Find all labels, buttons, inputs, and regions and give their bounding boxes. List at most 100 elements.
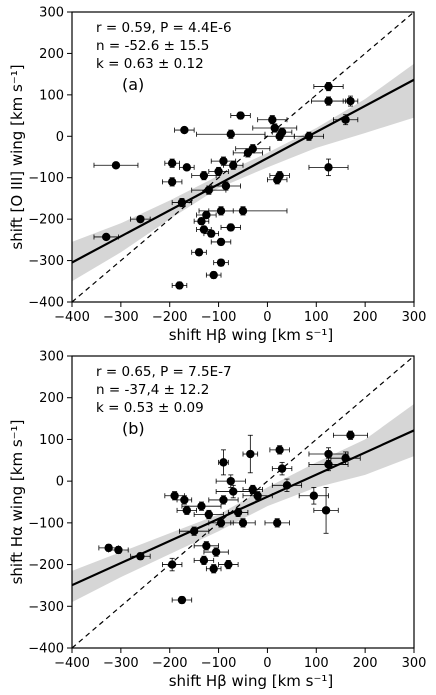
x-tick-label: 300 (402, 656, 427, 671)
x-tick-label: 300 (402, 310, 427, 325)
x-tick-label: −400 (54, 656, 90, 671)
x-tick-label: 100 (304, 656, 329, 671)
stats-annotation: n = -52.6 ± 15.5 (96, 38, 209, 54)
x-axis-label: shift Hβ wing [km s⁻¹] (169, 326, 334, 344)
y-axis-label: shift [O III] wing [km s⁻¹] (8, 64, 26, 249)
y-tick-label: 200 (39, 391, 64, 406)
data-point (167, 177, 177, 187)
y-tick-label: 200 (39, 47, 64, 62)
confidence-band (72, 403, 414, 603)
data-point (207, 229, 216, 238)
data-point (180, 125, 189, 135)
data-point (324, 449, 333, 459)
data-point (324, 460, 333, 469)
data-point (268, 115, 277, 124)
data-point (219, 156, 228, 166)
data-point (277, 464, 287, 473)
data-point (219, 495, 228, 505)
regression-line (72, 429, 414, 587)
data-point (197, 217, 206, 226)
x-tick-label: −200 (152, 310, 188, 325)
data-point (177, 198, 187, 207)
data-point (202, 210, 211, 220)
data-point (282, 481, 292, 490)
data-point (197, 501, 206, 511)
identity-line (72, 12, 414, 302)
data-point (102, 232, 111, 242)
data-point (246, 449, 255, 459)
data-point (136, 552, 145, 561)
stats-annotation: k = 0.63 ± 0.12 (96, 56, 204, 72)
axes-frame (71, 355, 415, 649)
data-point (167, 159, 177, 168)
data-point (199, 225, 209, 234)
y-tick-label: 0 (56, 130, 64, 145)
y-tick-label: −400 (28, 642, 64, 657)
y-tick-label: −300 (28, 254, 64, 269)
data-point (194, 248, 204, 257)
y-tick-label: 0 (56, 475, 64, 490)
y-tick-label: −300 (28, 600, 64, 615)
data-point (346, 431, 355, 440)
data-point (226, 130, 235, 139)
data-point (170, 491, 179, 500)
y-tick-label: −400 (28, 296, 64, 311)
data-point (248, 144, 257, 153)
data-point (204, 510, 213, 519)
data-point (226, 476, 235, 486)
data-point (177, 595, 187, 605)
x-tick-label: −300 (103, 310, 139, 325)
data-point (111, 161, 121, 170)
x-tick-label: 200 (353, 310, 378, 325)
data-point (309, 491, 319, 500)
data-point (214, 167, 223, 176)
data-point (189, 527, 199, 536)
x-tick-label: 100 (304, 310, 329, 325)
regression-line (72, 78, 414, 264)
plot-area (72, 12, 414, 302)
data-point (136, 214, 145, 224)
panel-a: −400 −300 −200 −100 0 100 200 300 −400 −300 −200 −1… (8, 6, 426, 345)
data-point (233, 508, 243, 517)
data-point (275, 171, 284, 180)
axes-frame (71, 11, 415, 303)
stats-annotation: r = 0.59, P = 4.4E-6 (96, 20, 232, 36)
data-point (216, 518, 226, 528)
data-point (216, 237, 226, 247)
data-point (211, 547, 221, 557)
data-point (238, 206, 248, 216)
y-tick-label: 100 (39, 433, 64, 448)
data-point (199, 556, 209, 565)
x-tick-label: 200 (353, 656, 378, 671)
x-tick-label: −100 (201, 656, 237, 671)
stats-annotation: k = 0.53 ± 0.09 (96, 400, 204, 416)
y-tick-label: −200 (28, 213, 64, 228)
data-point (182, 163, 192, 172)
y-axis-label: shift Hα wing [km s⁻¹] (8, 420, 26, 585)
data-point (221, 181, 231, 191)
panel-tag: (a) (122, 75, 144, 94)
data-point (209, 270, 218, 280)
data-point (204, 185, 213, 195)
data-point (248, 485, 257, 494)
y-tick-label: 300 (39, 6, 64, 21)
data-point (253, 491, 262, 500)
y-tick-label: 100 (39, 88, 64, 103)
y-tick-label: −100 (28, 516, 64, 531)
x-tick-label: −300 (103, 656, 139, 671)
plot-area (72, 356, 414, 648)
data-point (224, 560, 233, 569)
data-point (304, 132, 314, 141)
data-point (341, 454, 350, 463)
y-tick-label: −200 (28, 558, 64, 573)
confidence-band (72, 63, 414, 282)
y-tick-label: −100 (28, 171, 64, 186)
x-tick-label: −400 (54, 310, 90, 325)
stats-annotation: r = 0.65, P = 7.5E-7 (96, 364, 232, 380)
x-tick-label: 0 (263, 310, 271, 325)
data-point (346, 96, 355, 106)
x-tick-label: −100 (201, 310, 237, 325)
data-point (275, 445, 284, 455)
y-tick-label: 300 (39, 350, 64, 365)
data-point (277, 127, 287, 137)
